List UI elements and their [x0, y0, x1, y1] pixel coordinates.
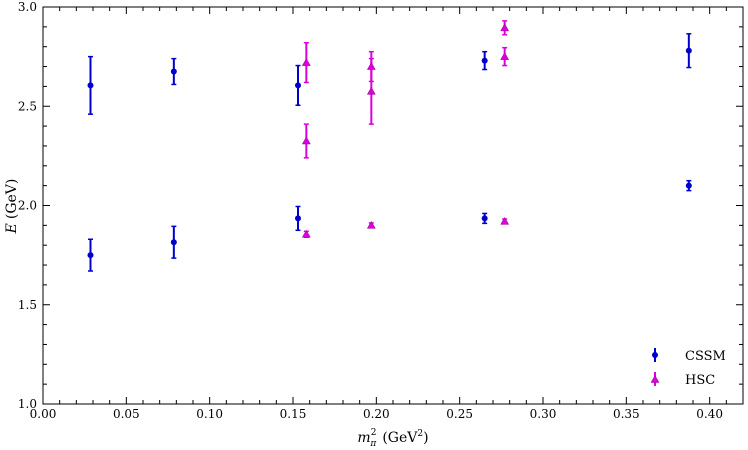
cssm-point	[87, 252, 94, 259]
cssm-point	[170, 68, 177, 75]
legend: CSSM HSC	[650, 348, 726, 388]
hsc-point	[366, 62, 376, 70]
y-tick-label: 1.5	[18, 298, 37, 312]
cssm-point	[685, 47, 692, 54]
cssm-point	[481, 215, 488, 222]
hsc-point	[301, 136, 311, 145]
plot-frame	[42, 6, 744, 405]
hsc-point	[500, 52, 510, 60]
legend-entry-cssm: CSSM	[652, 348, 726, 364]
x-tick-label: 0.30	[530, 407, 557, 421]
axis-ticks: 0.00 0.05 0.10 0.15 0.20 0.25 0.30 0.35 0.40 1.0 1…	[18, 0, 744, 421]
x-tick-label: 0.15	[280, 407, 307, 421]
data-points	[87, 20, 692, 272]
hsc-point	[301, 229, 311, 238]
y-tick-label: 2.0	[18, 199, 37, 213]
legend-hsc-marker	[650, 374, 660, 383]
x-tick-label: 0.00	[30, 407, 57, 421]
hsc-point	[366, 86, 376, 95]
x-tick-label: 0.35	[613, 407, 640, 421]
legend-hsc-label: HSC	[685, 373, 715, 388]
cssm-point	[685, 182, 692, 189]
cssm-point	[170, 239, 177, 246]
x-tick-label: 0.40	[696, 407, 723, 421]
x-tick-label: 0.10	[196, 407, 223, 421]
legend-cssm-label: CSSM	[685, 349, 726, 364]
cssm-point	[87, 82, 94, 89]
y-tick-label: 3.0	[18, 0, 37, 14]
legend-cssm-marker	[652, 352, 658, 358]
cssm-point	[295, 215, 301, 222]
hsc-point	[500, 23, 510, 32]
y-tick-label: 2.5	[18, 99, 37, 113]
y-tick-label: 1.0	[18, 397, 37, 411]
x-tick-label: 0.20	[363, 407, 390, 421]
x-tick-label: 0.25	[446, 407, 473, 421]
cssm-point	[481, 57, 488, 64]
cssm-point	[295, 82, 301, 89]
hsc-point	[301, 58, 311, 66]
x-tick-label: 0.05	[113, 407, 140, 421]
y-axis-label: E(GeV)	[4, 179, 20, 235]
x-axis-label: m2 π (GeV2)	[357, 428, 428, 449]
hsc-point	[366, 220, 376, 229]
hsc-point	[500, 216, 510, 225]
legend-entry-hsc: HSC	[650, 372, 715, 388]
